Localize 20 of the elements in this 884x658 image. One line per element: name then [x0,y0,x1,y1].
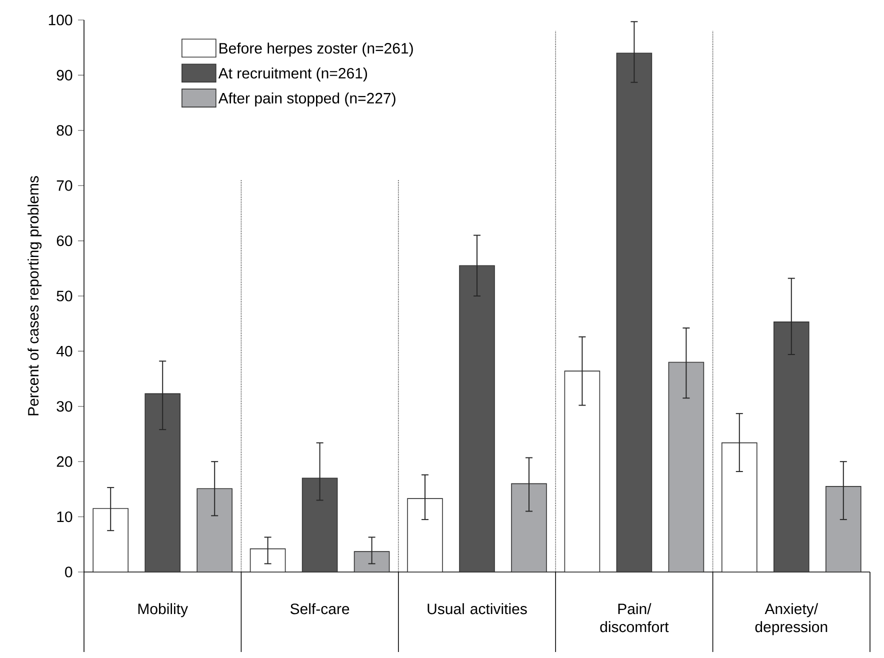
y-tick-label: 40 [56,346,72,356]
y-tick-label: 20 [56,456,72,467]
x-tick-label: Self-care [290,603,350,614]
y-tick-label: 10 [57,511,72,522]
y-tick-label: 60 [56,235,72,246]
y-tick-label: 80 [56,125,72,136]
y-tick-label: 90 [56,70,72,80]
y-tick-label: 50 [56,290,72,302]
y-tick-label: 30 [56,401,72,412]
x-tick-label: Anxiety/ depression [755,603,828,636]
y-tick-label: 70 [56,180,72,191]
y-axis-title: Percent of cases reporting problems [28,176,42,416]
y-tick-label: 0 [65,566,72,578]
legend-label: After pain stopped (n=227) [218,92,396,106]
x-tick-label: Pain/ discomfort [600,603,669,632]
legend-label: Before herpes zoster (n=261) [220,42,413,57]
x-tick-label: Usual activities [428,603,527,614]
x-tick-label: Mobility [138,603,188,618]
y-tick-label: 100 [48,14,72,26]
legend-label: At recruitment (n=261) [218,68,368,82]
